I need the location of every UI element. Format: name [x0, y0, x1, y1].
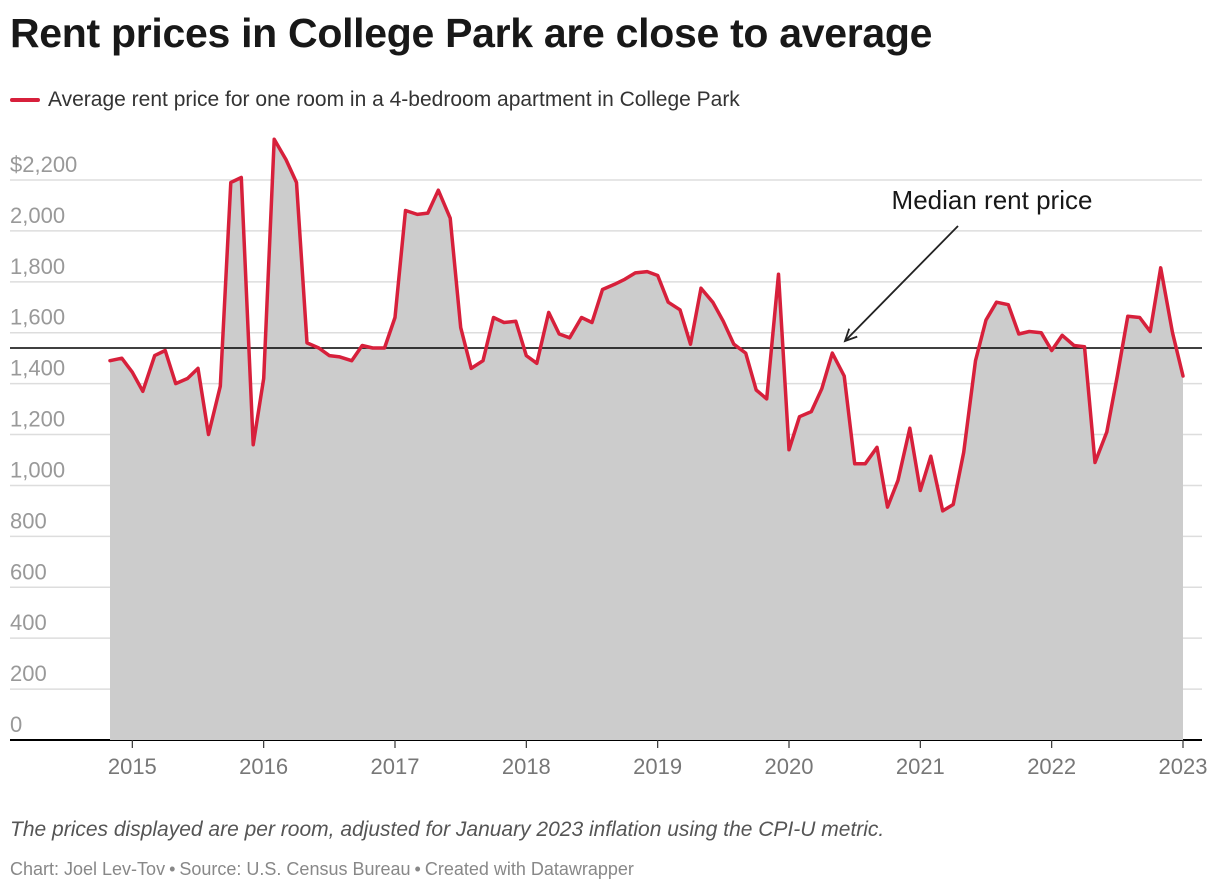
x-tick-label: 2020: [765, 754, 814, 779]
legend: Average rent price for one room in a 4-b…: [10, 88, 740, 112]
x-tick-label: 2021: [896, 754, 945, 779]
chart-credits: Chart: Joel Lev-Tov • Source: U.S. Census …: [10, 859, 634, 880]
legend-line-swatch: [10, 98, 40, 102]
median-annotation-label: Median rent price: [892, 185, 1093, 215]
legend-label: Average rent price for one room in a 4-b…: [48, 88, 740, 111]
credit-tool: Created with Datawrapper: [424, 859, 634, 879]
x-tick-label: 2018: [502, 754, 551, 779]
y-tick-label: 2,000: [10, 203, 65, 228]
chart-notes: The prices displayed are per room, adjus…: [10, 818, 885, 841]
y-tick-label: 800: [10, 508, 47, 533]
y-tick-label: 0: [10, 712, 22, 737]
y-tick-label: 1,000: [10, 457, 65, 482]
x-tick-label: 2019: [633, 754, 682, 779]
chart-title: Rent prices in College Park are close to…: [10, 10, 933, 56]
y-tick-label: 1,400: [10, 356, 65, 381]
y-tick-label: 1,200: [10, 407, 65, 432]
y-tick-label: 600: [10, 559, 47, 584]
x-tick-label: 2015: [108, 754, 157, 779]
series-line-layer: [108, 137, 1185, 513]
series-line: [108, 137, 1185, 513]
x-tick-label: 2017: [371, 754, 420, 779]
y-tick-label: 400: [10, 610, 47, 635]
credit-separator: •: [414, 859, 421, 879]
area-fill-layer: [110, 139, 1183, 741]
y-tick-label: 1,600: [10, 305, 65, 330]
credit-chart: Chart: Joel Lev-Tov: [10, 859, 166, 879]
y-tick-label: $2,200: [10, 152, 77, 177]
x-tick-label: 2023: [1159, 754, 1208, 779]
median-reference: Median rent price: [10, 185, 1202, 349]
y-tick-label: 200: [10, 661, 47, 686]
annotation-arrow-head: [843, 328, 858, 343]
x-tick-label: 2016: [239, 754, 288, 779]
area-fill: [110, 139, 1183, 741]
y-tick-label: 1,800: [10, 254, 65, 279]
annotation-arrow-shaft: [844, 225, 959, 342]
rent-chart: $2,200 2,000 1,800 1,600 1,400 1,200 1,000 800 6…: [10, 137, 1208, 779]
x-tick-label: 2022: [1027, 754, 1076, 779]
credit-separator: •: [169, 859, 176, 879]
y-axis-labels: $2,200 2,000 1,800 1,600 1,400 1,200 1,000 800 6…: [10, 152, 77, 737]
x-axis-labels: 2015 2016 2017 2018 2019 2020 2021 2022 2023: [108, 740, 1208, 779]
credit-source: Source: U.S. Census Bureau: [179, 859, 411, 879]
